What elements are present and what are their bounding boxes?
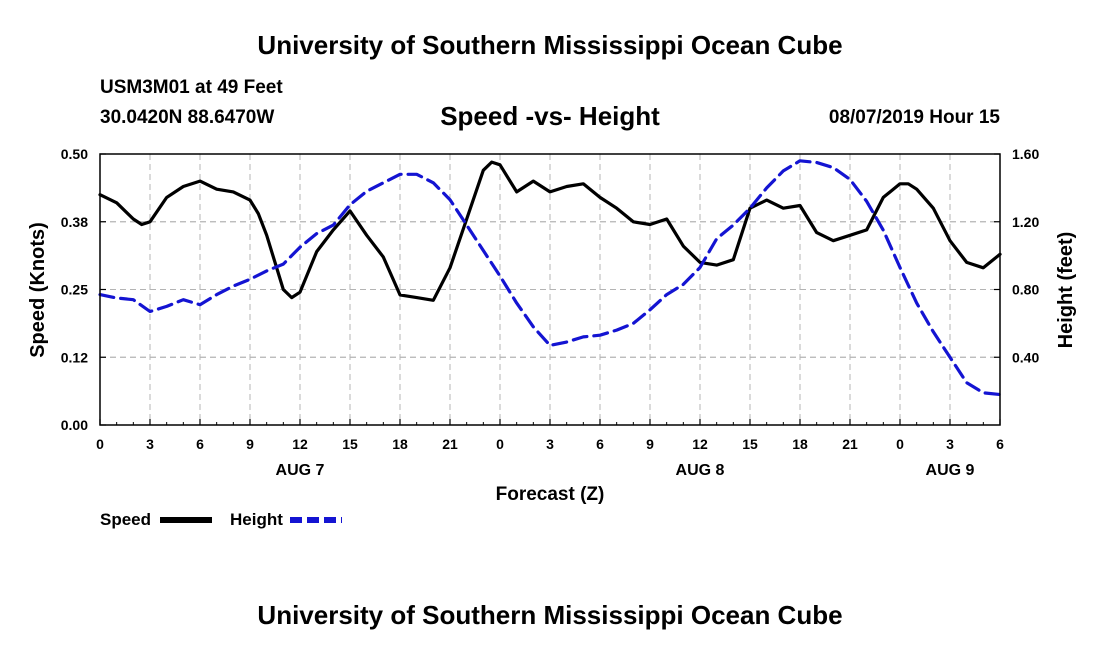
y-axis-label: Speed (Knots) [27, 222, 49, 358]
x-tick-label: 21 [842, 436, 858, 452]
x-tick-label: 0 [96, 436, 104, 452]
x-axis-label: Forecast (Z) [496, 484, 605, 505]
station-label: USM3M01 at 49 Feet [100, 77, 283, 98]
y-tick-label: 0.50 [61, 146, 88, 162]
y-tick-label: 0.38 [61, 214, 88, 230]
chart-title-bottom: University of Southern Mississippi Ocean… [257, 600, 843, 630]
x-tick-label: 6 [196, 436, 204, 452]
legend-speed-label: Speed [100, 510, 151, 529]
chart-title-top: University of Southern Mississippi Ocean… [257, 30, 843, 60]
y2-axis-label: Height (feet) [1055, 232, 1077, 349]
x-tick-label: 3 [146, 436, 154, 452]
y2-tick-label: 1.20 [1012, 214, 1039, 230]
day-label: AUG 9 [926, 462, 975, 479]
grid-layer [100, 153, 1000, 425]
x-tick-label: 18 [392, 436, 408, 452]
timestamp-label: 08/07/2019 Hour 15 [828, 107, 1000, 128]
y2-tick-label: 0.40 [1012, 349, 1039, 365]
ticks-layer: 0 3 6 9 12 15 18 21 0 3 6 9 12 15 18 21 0 3 6 AUG 7 AUG 8 AUG… [61, 146, 1040, 479]
y-tick-label: 0.25 [61, 282, 88, 298]
y2-tick-label: 0.80 [1012, 282, 1039, 298]
x-tick-label: 3 [546, 436, 554, 452]
x-tick-label: 18 [792, 436, 808, 452]
x-tick-label: 9 [646, 436, 654, 452]
x-tick-label: 21 [442, 436, 458, 452]
x-tick-label: 6 [996, 436, 1004, 452]
x-tick-label: 15 [742, 436, 758, 452]
x-tick-label: 9 [246, 436, 254, 452]
legend-height-label: Height [230, 510, 283, 529]
y2-tick-label: 1.60 [1012, 146, 1039, 162]
labels-layer: Speed (Knots) Height (feet) Forecast (Z) [27, 222, 1077, 505]
x-tick-label: 0 [896, 436, 904, 452]
x-tick-label: 12 [292, 436, 308, 452]
series-layer [98, 159, 1002, 397]
chart-subtitle: Speed -vs- Height [440, 101, 660, 131]
y-tick-label: 0.00 [61, 417, 88, 433]
x-tick-label: 3 [946, 436, 954, 452]
day-label: AUG 8 [676, 462, 725, 479]
y-tick-label: 0.12 [61, 349, 88, 365]
x-tick-label: 12 [692, 436, 708, 452]
day-label: AUG 7 [276, 462, 325, 479]
speed-series-line [98, 160, 1002, 302]
x-tick-label: 6 [596, 436, 604, 452]
x-tick-label: 15 [342, 436, 358, 452]
x-tick-label: 0 [496, 436, 504, 452]
legend: Speed Height [100, 510, 342, 529]
coordinates-label: 30.0420N 88.6470W [100, 107, 275, 128]
